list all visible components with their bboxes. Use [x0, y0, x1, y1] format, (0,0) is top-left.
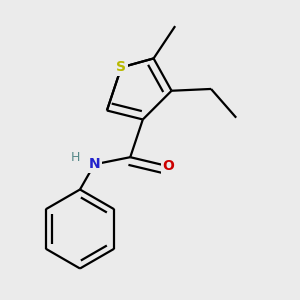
Text: H: H: [71, 151, 80, 164]
Text: N: N: [88, 158, 100, 171]
Text: S: S: [116, 60, 126, 74]
Text: O: O: [162, 159, 174, 173]
